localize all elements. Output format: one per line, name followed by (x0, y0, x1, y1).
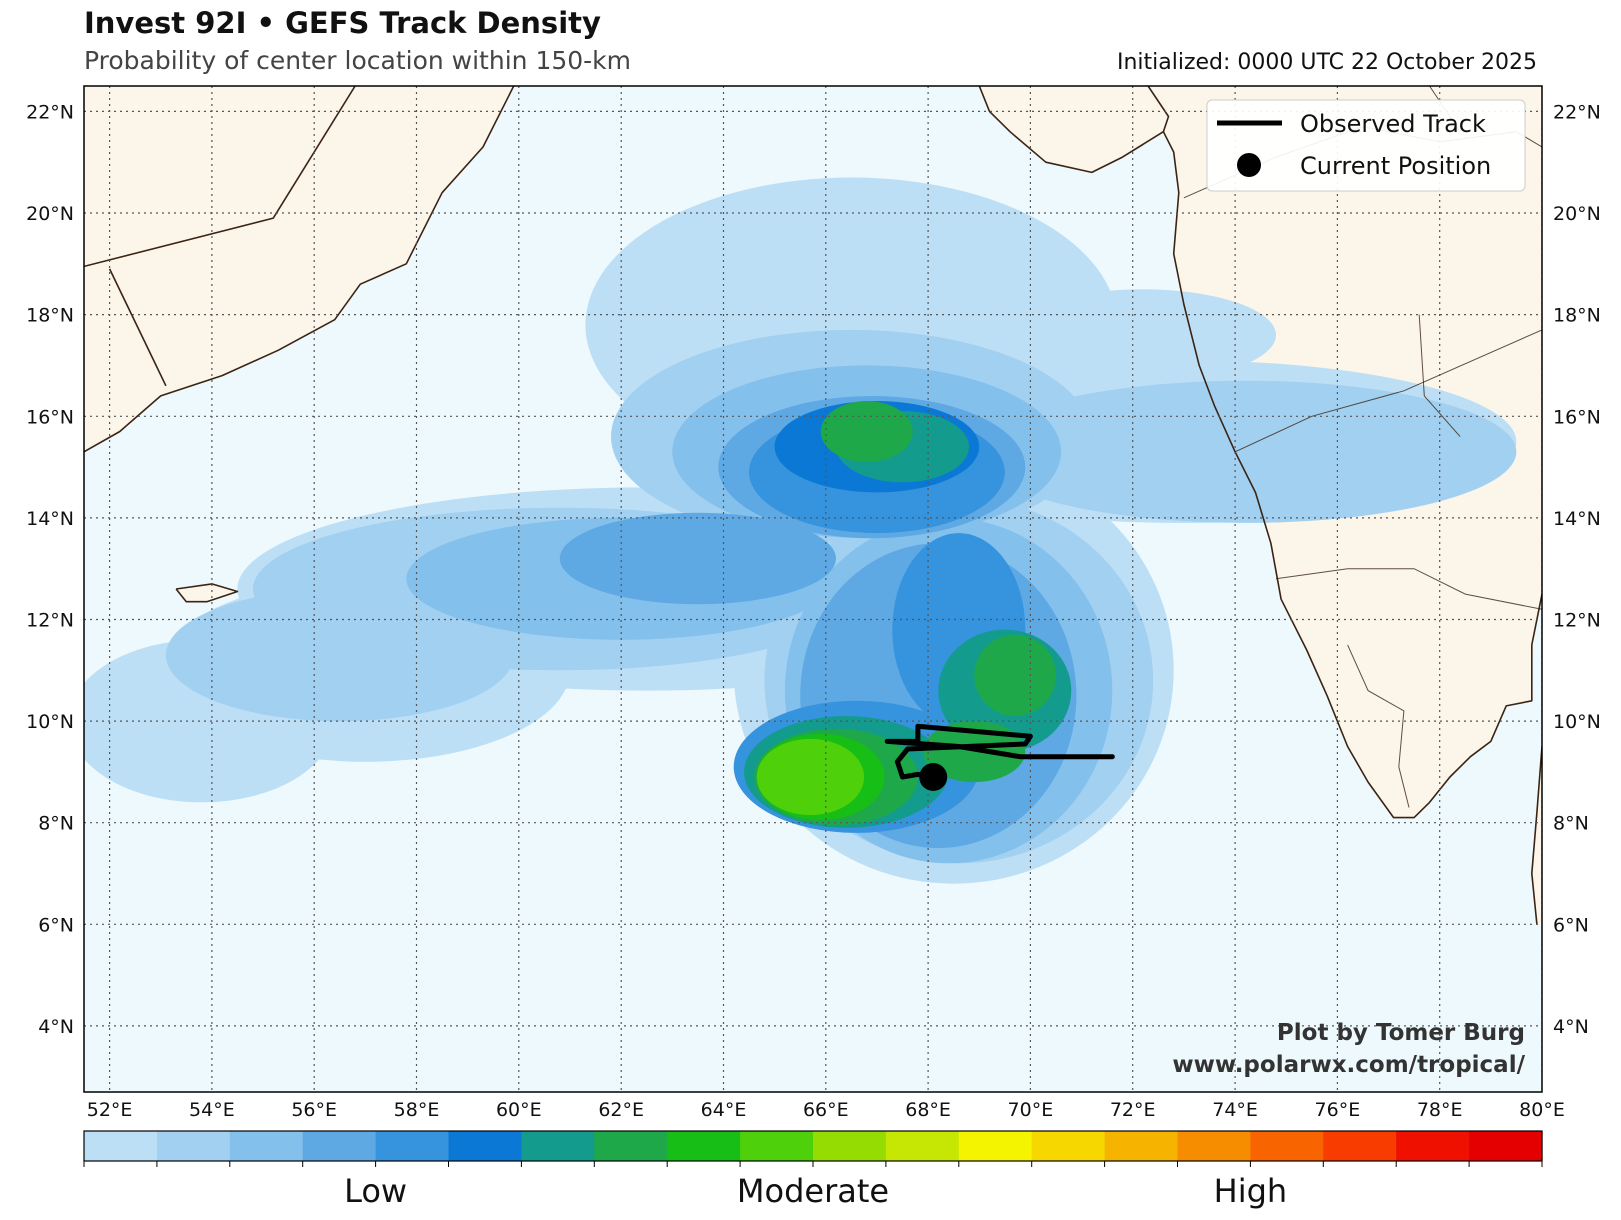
colorbar-swatch (375, 1131, 450, 1161)
longitude-label: 52°E (87, 1099, 133, 1121)
sri-lanka-land (1531, 746, 1542, 925)
longitude-label: 74°E (1212, 1099, 1258, 1121)
coastline-india-khambhat (1147, 86, 1170, 132)
observed-track (884, 723, 1115, 780)
current-position-legend-marker (1237, 153, 1261, 177)
longitude-label: 66°E (803, 1099, 849, 1121)
map-subtitle: Probability of center location within 15… (84, 46, 632, 75)
latitude-label-right: 14°N (1553, 508, 1601, 530)
latitude-label-left: 20°N (26, 203, 74, 225)
colorbar-label-high: High (1214, 1172, 1288, 1210)
longitude-label: 80°E (1519, 1099, 1565, 1121)
latitude-labels: 22°N 22°N 20°N 20°N 18°N 18°N 16°N 16°N 14°N 14°N… (26, 101, 1601, 1038)
state-border (1275, 568, 1542, 610)
longitude-label: 68°E (905, 1099, 951, 1121)
map-legend: Observed Track Current Position (1206, 99, 1526, 192)
longitude-labels: 52°E 54°E 56°E 58°E 60°E 62°E 64°E 66°E 68°E 70°E… (87, 1099, 1565, 1121)
colorbar-swatch (229, 1131, 304, 1161)
latitude-label-right: 8°N (1553, 813, 1589, 835)
socotra-land (176, 583, 238, 602)
colorbar-swatch (885, 1131, 960, 1161)
credit-author: Plot by Tomer Burg (1277, 1020, 1525, 1046)
colorbar-swatch (594, 1131, 668, 1161)
latitude-label-right: 20°N (1553, 203, 1601, 225)
colorbar-swatch (84, 1131, 158, 1161)
latitude-label-left: 16°N (26, 406, 74, 428)
longitude-label: 60°E (496, 1099, 542, 1121)
latitude-label-right: 16°N (1553, 406, 1601, 428)
longitude-label: 64°E (701, 1099, 747, 1121)
coastline-arabia-inner (108, 268, 167, 387)
map-frame (83, 85, 1543, 1093)
coastline-india-gujarat (978, 86, 1542, 819)
colorbar-swatch (448, 1131, 522, 1161)
colorbar-swatch (1177, 1131, 1251, 1161)
latitude-label-left: 12°N (26, 610, 74, 632)
density-level-8-blob (820, 401, 913, 462)
latitude-label-right: 22°N (1553, 101, 1601, 123)
colorbar-swatch (302, 1131, 377, 1161)
latitude-label-right: 4°N (1553, 1016, 1589, 1038)
longitude-label: 72°E (1110, 1099, 1156, 1121)
colorbar: Low Moderate High (83, 1130, 1543, 1210)
longitude-label: 76°E (1315, 1099, 1361, 1121)
density-level-1-blob (1010, 289, 1276, 381)
longitude-label: 70°E (1008, 1099, 1054, 1121)
density-level-10-blob (756, 738, 865, 816)
observed-track-legend-label: Observed Track (1300, 110, 1486, 138)
state-border (1234, 329, 1542, 453)
longitude-label: 62°E (598, 1099, 644, 1121)
colorbar-label-moderate: Moderate (737, 1172, 889, 1210)
latitude-label-left: 10°N (26, 711, 74, 733)
colorbar-swatch (1323, 1131, 1397, 1161)
coastline-arabia (84, 86, 356, 268)
coastline-sri-lanka (1531, 746, 1542, 925)
state-border (1347, 644, 1410, 808)
colorbar-swatch (1396, 1131, 1470, 1161)
coastline-socotra (175, 583, 239, 603)
latitude-label-left: 22°N (26, 101, 74, 123)
density-level-8-blob (922, 721, 1026, 783)
latitude-label-right: 12°N (1553, 610, 1601, 632)
colorbar-swatch (521, 1131, 595, 1161)
colorbar-swatch (813, 1131, 887, 1161)
coastline-arabia-south (84, 86, 515, 453)
latitude-label-right: 10°N (1553, 711, 1601, 733)
initialization-time: Initialized: 0000 UTC 22 October 2025 (1116, 50, 1537, 75)
latitude-label-right: 6°N (1553, 914, 1589, 936)
state-border (1418, 314, 1461, 437)
colorbar-swatch (740, 1131, 814, 1161)
map-title: Invest 92I • GEFS Track Density (84, 6, 601, 40)
colorbar-swatch (667, 1131, 741, 1161)
latitude-label-left: 4°N (38, 1016, 74, 1038)
colorbar-swatch (156, 1131, 231, 1161)
colorbar-swatch (1250, 1131, 1324, 1161)
credit-url: www.polarwx.com/tropical/ (1172, 1052, 1525, 1078)
latitude-label-left: 8°N (38, 813, 74, 835)
current-position-legend-label: Current Position (1300, 152, 1491, 180)
observed-track-layer (884, 723, 1115, 791)
current-position-marker (919, 763, 948, 791)
latitude-label-left: 6°N (38, 914, 74, 936)
colorbar-swatch (1104, 1131, 1179, 1161)
density-level-2-blob (165, 589, 514, 722)
longitude-label: 54°E (189, 1099, 235, 1121)
longitude-label: 78°E (1417, 1099, 1463, 1121)
longitude-label: 56°E (291, 1099, 337, 1121)
latitude-label-left: 18°N (26, 305, 74, 327)
density-level-4-blob (559, 512, 837, 605)
latitude-label-left: 14°N (26, 508, 74, 530)
longitude-label: 58°E (394, 1099, 440, 1121)
density-level-8-blob (974, 634, 1056, 717)
colorbar-swatch (1031, 1131, 1106, 1161)
colorbar-swatch (1469, 1131, 1543, 1161)
colorbar-label-low: Low (344, 1172, 407, 1210)
latitude-label-right: 18°N (1553, 305, 1601, 327)
colorbar-swatch (958, 1131, 1033, 1161)
arabia-land (84, 86, 514, 452)
